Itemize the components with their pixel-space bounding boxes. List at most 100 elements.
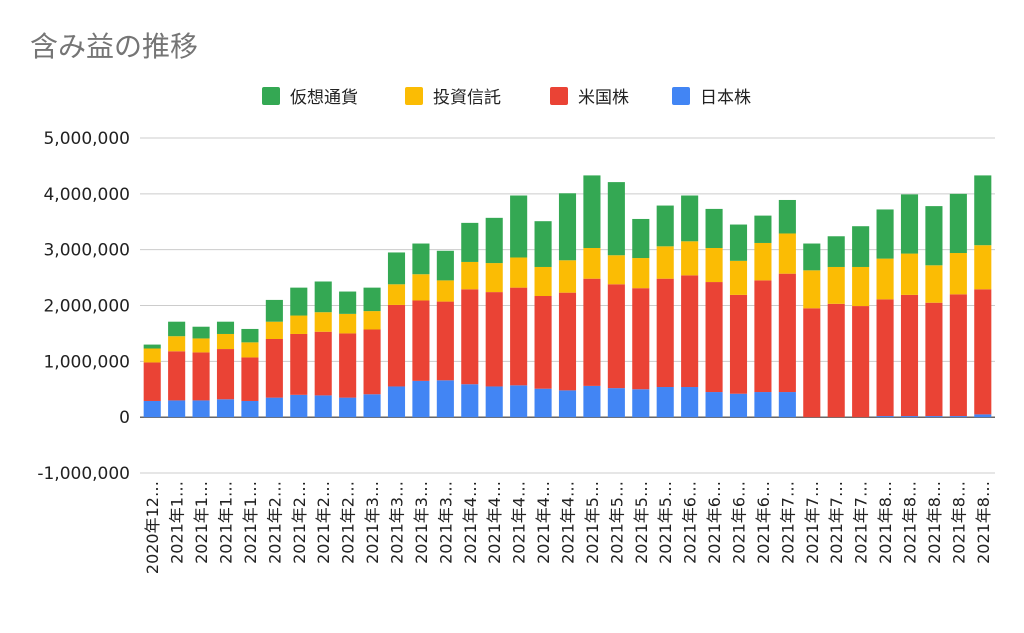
bar-segment [363,311,381,330]
bar-segment [290,315,308,334]
legend-label: 日本株 [700,88,751,108]
bar-segment [314,312,332,332]
bar-segment [876,258,894,300]
bar-segment [925,416,943,418]
bar-segment [290,287,308,316]
bar-segment [656,246,674,279]
y-tick-label: 3,000,000 [43,241,130,261]
legend-label: 投資信託 [433,88,501,108]
x-tick-label: 2021年6… [730,481,749,564]
bar-segment [461,261,479,290]
bar-segment [729,260,748,295]
bar-segment [925,206,943,266]
bar-segment [583,247,601,279]
bar-segment [729,393,748,418]
bar-segment [363,394,381,418]
bar-segment [632,389,650,418]
bar-segment [143,348,161,363]
bar-segment [876,209,894,259]
bar-segment [216,321,235,334]
bar-segment [656,278,674,388]
bar-segment [876,416,894,418]
bar-segment [461,289,479,385]
legend-swatch [262,87,280,105]
bar-segment [949,294,967,417]
bar-segment [778,273,796,393]
bar-segment [192,400,210,418]
bar-segment [558,193,577,261]
bar-segment [436,250,454,281]
bar-segment [900,416,919,418]
x-tick-label: 2021年1… [241,481,260,564]
bar-segment [876,299,894,417]
bar-segment [778,233,796,274]
legend: 仮想通貨 投資信託 米国株 日本株 [262,87,751,108]
bar-segment [412,300,430,381]
bar-segment [387,386,406,418]
x-tick-label: 2021年4… [510,481,529,564]
bar-segment [974,175,992,246]
bar-segment [974,289,992,415]
y-tick-label: 4,000,000 [43,185,130,205]
bar-segment [583,175,601,248]
bar-segment [412,243,430,275]
bar-segment [949,193,967,254]
bar-segment [339,313,357,334]
bar-segment [754,242,772,281]
bar-segment [485,263,503,293]
bar-segment [168,321,186,337]
bar-segment [436,301,454,381]
bar-segment [754,392,772,418]
x-tick-label: 2021年4… [534,481,553,564]
bar-segment [607,388,625,418]
bar-segment [778,392,796,418]
bar-segment [607,255,625,285]
bar-segment [803,308,821,418]
bar-segment [436,380,454,418]
x-tick-label: 2021年3… [363,481,382,564]
x-tick-label: 2021年3… [412,481,431,564]
bar-segment [168,336,186,352]
bar-segment [729,294,748,394]
bar-segment [363,287,381,312]
bar-segment [241,342,259,358]
bar-segment [705,208,723,248]
x-tick-label: 2021年2… [265,481,284,564]
bar-segment [485,386,503,418]
x-tick-label: 2021年8… [925,481,944,564]
x-tick-label: 2021年7… [852,481,871,564]
bar-segment [949,253,967,295]
x-tick-label: 2021年1… [217,481,236,564]
y-tick-label: 0 [119,408,130,428]
y-tick-label: 2,000,000 [43,297,130,317]
bar-segment [803,270,821,309]
bar-segment [363,329,381,395]
bar-segment [827,266,845,304]
bar-segment [558,292,577,391]
y-axis: 5,000,000 4,000,000 3,000,000 2,000,000 1,00… [37,129,130,484]
bar-segment [192,352,210,401]
bar-segment [778,199,796,234]
bar-segment [681,241,699,276]
x-tick-label: 2021年1… [168,481,187,564]
bar-segment [143,400,161,418]
bar-segment [387,284,406,305]
bar-segment [632,288,650,390]
bar-segment [534,388,552,418]
bar-segment [339,397,357,418]
bar-segment [534,221,552,267]
bar-segment [168,400,186,418]
bar-segment [485,292,503,387]
x-tick-label: 2021年3… [388,481,407,564]
bar-segment [705,247,723,283]
bar-segment [925,265,943,303]
bar-segment [583,385,601,418]
bar-segment [852,266,870,307]
bar-segment [143,344,161,349]
bar-segment [656,387,674,418]
bar-segment [461,384,479,418]
bar-segment [314,331,332,396]
legend-swatch [672,87,690,105]
bars [143,175,992,418]
